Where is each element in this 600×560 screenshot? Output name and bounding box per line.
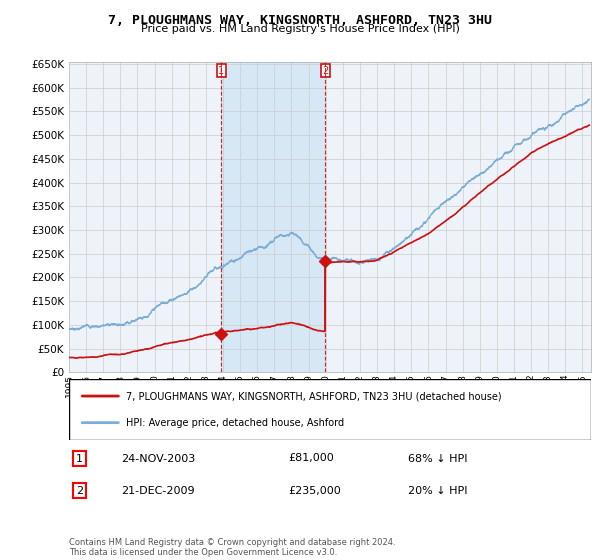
Bar xyxy=(221,62,325,372)
Text: Contains HM Land Registry data © Crown copyright and database right 2024.
This d: Contains HM Land Registry data © Crown c… xyxy=(69,538,395,557)
Text: 1: 1 xyxy=(76,454,83,464)
Text: HPI: Average price, detached house, Ashford: HPI: Average price, detached house, Ashf… xyxy=(127,418,344,428)
Text: 24-NOV-2003: 24-NOV-2003 xyxy=(121,454,196,464)
Text: 2: 2 xyxy=(322,66,328,76)
Text: 1: 1 xyxy=(218,66,224,76)
Text: 7, PLOUGHMANS WAY, KINGSNORTH, ASHFORD, TN23 3HU (detached house): 7, PLOUGHMANS WAY, KINGSNORTH, ASHFORD, … xyxy=(127,391,502,401)
Text: 21-DEC-2009: 21-DEC-2009 xyxy=(121,486,195,496)
Text: 2: 2 xyxy=(76,486,83,496)
Text: £81,000: £81,000 xyxy=(288,454,334,464)
Text: 7, PLOUGHMANS WAY, KINGSNORTH, ASHFORD, TN23 3HU: 7, PLOUGHMANS WAY, KINGSNORTH, ASHFORD, … xyxy=(108,14,492,27)
Text: £235,000: £235,000 xyxy=(288,486,341,496)
Text: 20% ↓ HPI: 20% ↓ HPI xyxy=(409,486,468,496)
Text: Price paid vs. HM Land Registry's House Price Index (HPI): Price paid vs. HM Land Registry's House … xyxy=(140,24,460,34)
Text: 68% ↓ HPI: 68% ↓ HPI xyxy=(409,454,468,464)
